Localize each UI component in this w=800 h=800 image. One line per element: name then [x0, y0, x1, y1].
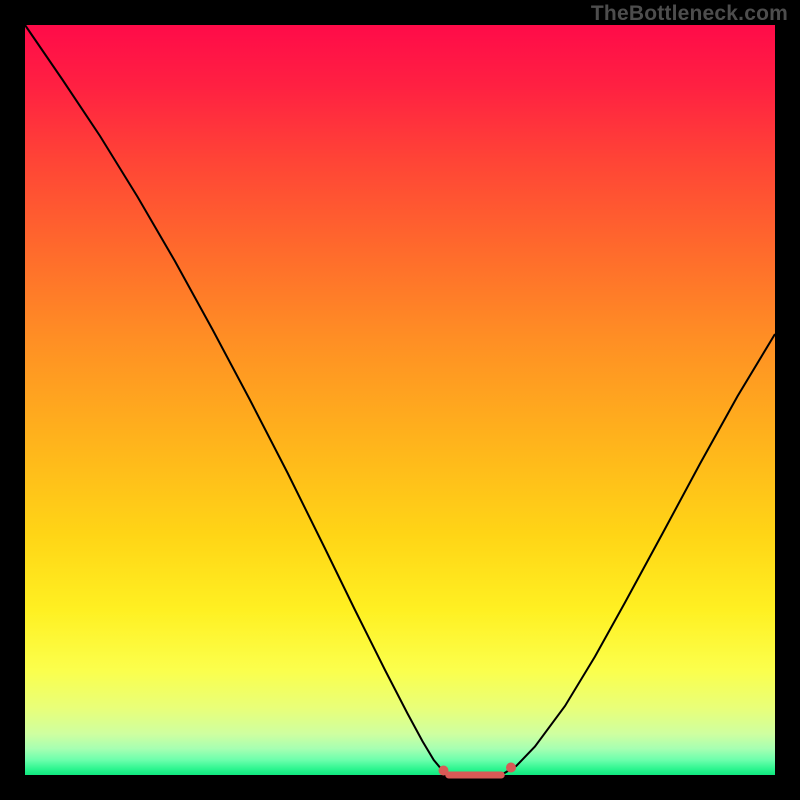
chart-stage: TheBottleneck.com	[0, 0, 800, 800]
curve-flat-start-dot	[439, 766, 449, 776]
curve-flat-end-dot	[506, 763, 516, 773]
plot-background	[25, 25, 775, 775]
chart-svg	[0, 0, 800, 800]
watermark-text: TheBottleneck.com	[591, 2, 788, 26]
